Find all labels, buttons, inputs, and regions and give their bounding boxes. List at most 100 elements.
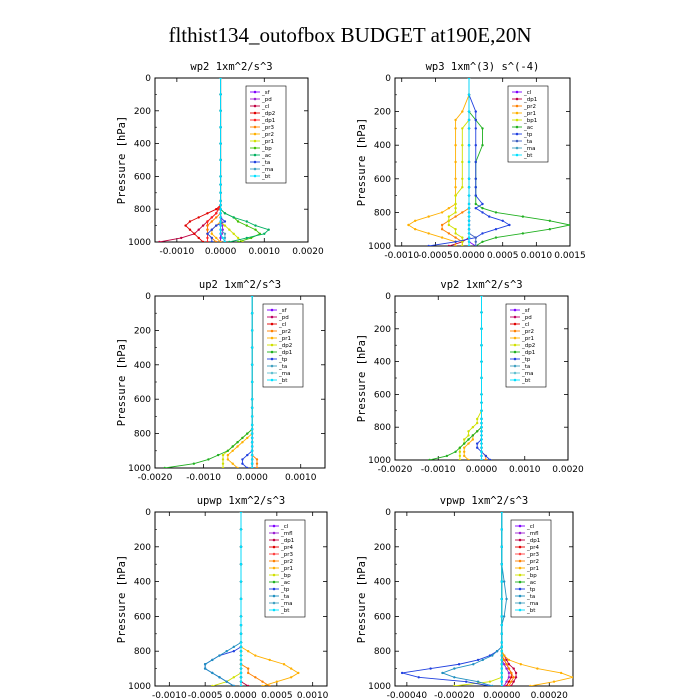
legend-marker xyxy=(518,524,522,528)
series-point xyxy=(188,228,192,231)
series-point xyxy=(219,142,222,145)
series-point xyxy=(210,240,214,242)
legend-marker xyxy=(513,378,517,382)
series-point xyxy=(180,236,183,240)
legend-entry: _ma xyxy=(526,601,538,607)
series-point xyxy=(219,224,222,227)
series-point xyxy=(250,462,254,465)
series-point xyxy=(571,676,573,679)
legend-entry: _bt xyxy=(526,608,536,614)
series-point xyxy=(500,658,503,662)
series-point xyxy=(500,528,503,531)
series-point xyxy=(467,127,471,130)
series-point xyxy=(429,667,432,670)
legend-marker xyxy=(513,329,517,333)
series-point xyxy=(505,667,508,670)
series-point xyxy=(467,160,471,164)
series-point xyxy=(474,118,477,122)
series-point xyxy=(250,432,254,435)
series-point xyxy=(215,208,218,211)
series-point xyxy=(453,667,456,670)
series-point xyxy=(454,236,457,239)
series-point xyxy=(507,667,511,670)
series-point xyxy=(193,232,196,235)
legend-entry: _bp xyxy=(280,573,291,579)
series-point xyxy=(255,462,259,465)
series-point xyxy=(215,212,218,215)
series-point xyxy=(474,186,477,189)
legend-entry: _cl xyxy=(278,322,287,328)
legend-entry: _bp xyxy=(526,573,537,579)
series-point xyxy=(206,240,209,242)
series-point xyxy=(447,219,451,222)
panel-2: wp3 1xm^(3) s^(-4) Pressure [hPa] 0 200 400 6… xyxy=(356,61,586,261)
legend-entry: _pr2 xyxy=(278,329,291,335)
legend: _sf_pd_cl_pr2_pr1_dp2_dp1_tp_ta_ma_bt xyxy=(262,303,304,388)
series-point xyxy=(502,654,506,657)
series-point xyxy=(568,223,570,227)
series-point xyxy=(219,109,222,113)
series-point xyxy=(480,450,483,453)
legend-entry: _dp1 xyxy=(280,538,294,544)
y-tick-label: 1000 xyxy=(368,242,391,252)
series-point xyxy=(440,228,444,231)
series-point xyxy=(508,223,511,227)
x-tick-label: -0.0005 xyxy=(418,251,453,261)
series-point xyxy=(512,680,515,683)
y-tick-label: 800 xyxy=(134,647,151,657)
x-tick-label: -0.0010 xyxy=(186,473,221,483)
series-point xyxy=(192,462,196,465)
series-point xyxy=(474,177,477,180)
y-tick-label: 1000 xyxy=(128,464,151,474)
series-point xyxy=(494,228,498,231)
legend-marker xyxy=(253,146,257,150)
series-point xyxy=(502,615,506,618)
series-point xyxy=(440,223,444,227)
series-point xyxy=(219,199,222,203)
y-tick-label: 800 xyxy=(134,205,151,215)
series-point xyxy=(228,228,231,231)
series-point xyxy=(467,442,470,445)
series-point xyxy=(510,680,513,683)
panel-title: vp2 1xm^2/s^3 xyxy=(440,279,522,291)
legend-entry: _dp2 xyxy=(261,111,275,117)
legend-entry: _cl xyxy=(523,90,532,96)
series-line-ta xyxy=(441,512,508,686)
series-point xyxy=(480,401,483,404)
series-point xyxy=(474,144,477,147)
x-tick-label: 0.0000 xyxy=(453,251,485,261)
series-point xyxy=(500,676,503,679)
legend-entry: _bt xyxy=(523,153,533,159)
series-point xyxy=(484,454,488,458)
legend-entry: _pd xyxy=(261,97,272,103)
series-point xyxy=(263,232,266,235)
series-point xyxy=(500,545,503,548)
series-point xyxy=(454,232,457,235)
series-point xyxy=(461,186,464,189)
series-point xyxy=(480,409,483,412)
legend-entry: _ma xyxy=(523,146,535,152)
series-point xyxy=(226,449,230,452)
x-tick-label: -0.0005 xyxy=(188,691,223,700)
series-point xyxy=(210,236,214,240)
legend-marker xyxy=(253,90,257,94)
series-point xyxy=(215,224,218,227)
series-point xyxy=(454,118,457,122)
series-point xyxy=(254,654,257,657)
series-point xyxy=(500,641,503,644)
series-point xyxy=(467,438,470,441)
series-group xyxy=(163,296,259,468)
series-point xyxy=(221,224,224,227)
series-point xyxy=(219,216,222,219)
legend-marker xyxy=(272,587,276,591)
series-point xyxy=(417,676,420,679)
y-tick-label: 200 xyxy=(374,543,391,553)
series-point xyxy=(461,110,464,113)
series-point xyxy=(219,240,222,242)
series-point xyxy=(250,436,254,440)
series-point xyxy=(488,458,492,460)
legend-entry: _pr1 xyxy=(280,566,293,572)
series-point xyxy=(521,215,525,218)
series-point xyxy=(211,671,214,675)
series-point xyxy=(500,580,503,583)
